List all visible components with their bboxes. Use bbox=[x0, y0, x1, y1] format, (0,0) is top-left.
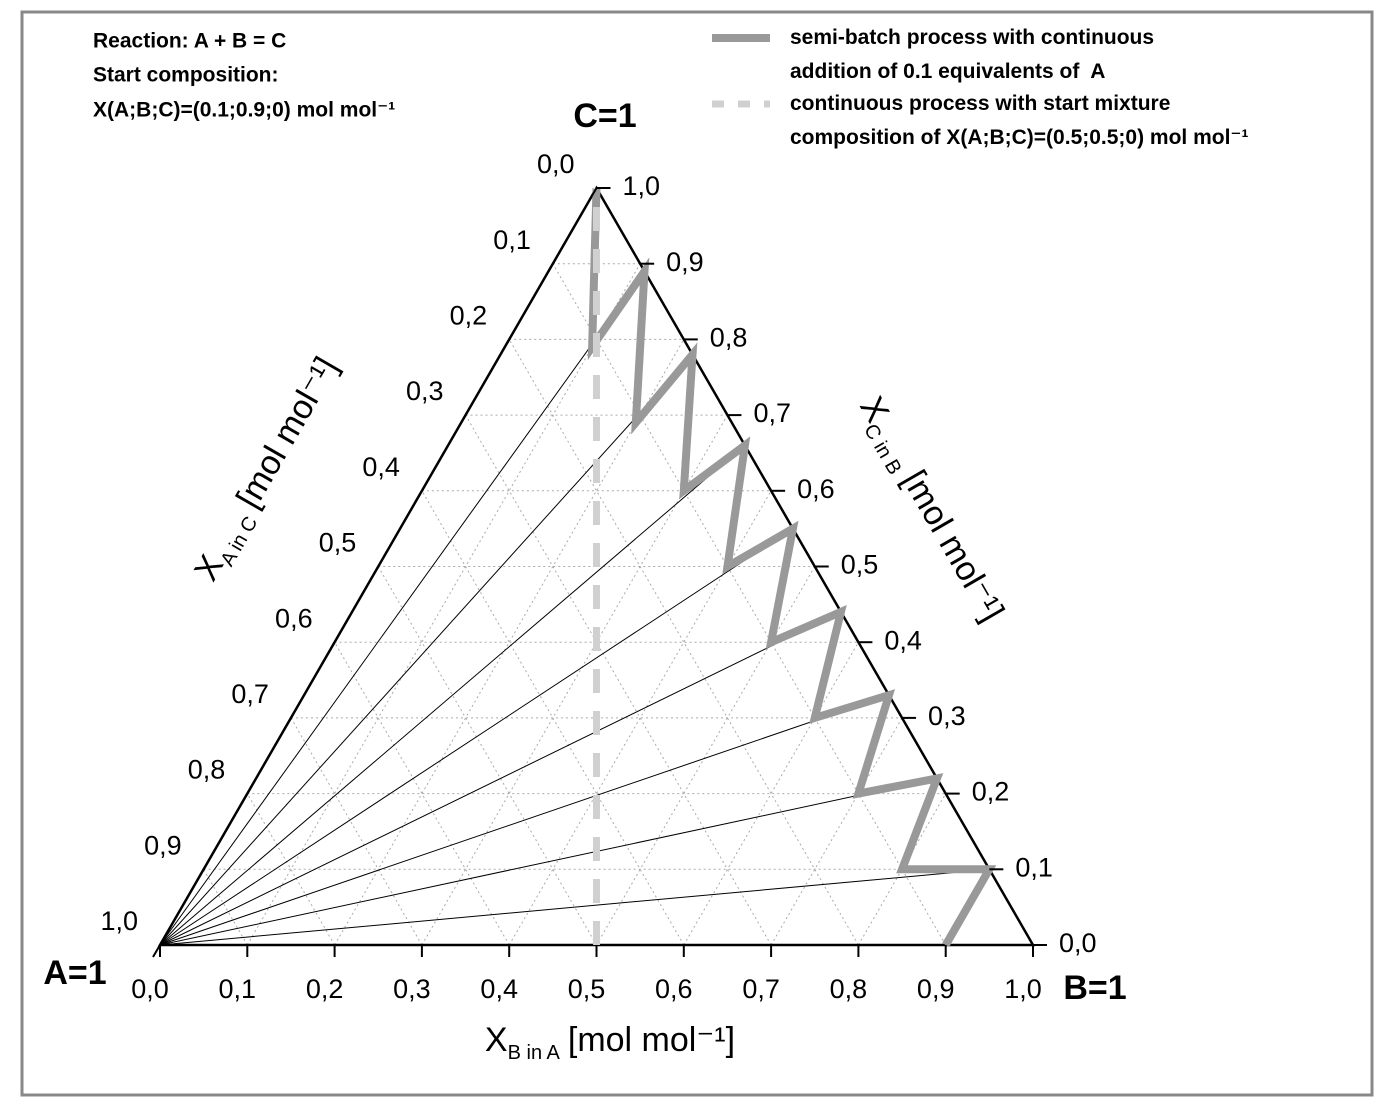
tick-label: 0,5 bbox=[841, 550, 879, 580]
axis-subscript: C in B bbox=[859, 421, 905, 479]
legend-entry: continuous process with start mixture co… bbox=[790, 92, 1249, 149]
tick-label: 0,3 bbox=[406, 376, 444, 406]
tick-label: 0,4 bbox=[362, 452, 400, 482]
axis-subscript: B in A bbox=[508, 1042, 561, 1064]
tick-mark bbox=[501, 338, 511, 352]
grid-line bbox=[508, 339, 859, 946]
tick-mark bbox=[239, 793, 249, 807]
tick-label: 0,9 bbox=[917, 974, 955, 1004]
grid-line bbox=[334, 641, 510, 946]
tick-label: 1,0 bbox=[1004, 974, 1042, 1004]
tick-label: 0,1 bbox=[493, 225, 531, 255]
tick-mark bbox=[195, 868, 205, 882]
tick-label: 0,1 bbox=[219, 974, 257, 1004]
tick-mark bbox=[370, 565, 380, 580]
grid-line bbox=[377, 566, 597, 946]
tie-line bbox=[159, 444, 746, 946]
legend-entry: semi-batch process with continuous addit… bbox=[790, 26, 1155, 83]
tick-label: 0,0 bbox=[1059, 928, 1097, 958]
grid-line bbox=[421, 490, 685, 946]
tick-label: 0,6 bbox=[797, 474, 835, 504]
axis-title: XB in A [mol mol⁻¹] bbox=[485, 1021, 735, 1064]
tick-label: 0,6 bbox=[275, 603, 313, 633]
grid-line bbox=[246, 263, 641, 946]
grid-line bbox=[770, 717, 903, 946]
tick-mark bbox=[414, 490, 423, 504]
axis-unit: [mol mol⁻¹] bbox=[568, 1021, 735, 1059]
tick-label: 0,1 bbox=[1015, 852, 1053, 882]
tie-line bbox=[159, 528, 794, 946]
tick-label: 0,3 bbox=[393, 974, 431, 1004]
tick-label: 1,0 bbox=[100, 906, 138, 936]
tie-line bbox=[159, 777, 938, 946]
tie-line bbox=[159, 611, 842, 946]
annotation: Reaction: A + B = C bbox=[93, 30, 286, 53]
grid-line bbox=[334, 339, 685, 946]
grid-line bbox=[421, 414, 728, 946]
tick-label: 0,8 bbox=[710, 323, 748, 353]
tick-label: 0,2 bbox=[972, 777, 1010, 807]
annotation: X(A;B;C)=(0.1;0.9;0) mol mol⁻¹ bbox=[93, 99, 395, 122]
tick-label: 0,5 bbox=[319, 528, 357, 558]
tie-line bbox=[159, 270, 645, 946]
axis-title: XC in B[mol mol⁻¹] bbox=[848, 390, 1012, 630]
tick-label: 0,7 bbox=[753, 398, 791, 428]
tick-label: 0,9 bbox=[144, 830, 182, 860]
grid-line bbox=[465, 414, 772, 946]
tick-label: 0,4 bbox=[480, 974, 518, 1004]
vertex-label: A=1 bbox=[43, 954, 106, 992]
annotation: Start composition: bbox=[93, 64, 279, 87]
frame bbox=[20, 10, 1374, 1097]
tick-label: 0,8 bbox=[188, 755, 226, 785]
tick-label: 0,2 bbox=[306, 974, 344, 1004]
tick-mark bbox=[283, 717, 292, 731]
tick-mark bbox=[457, 414, 467, 428]
tick-label: 1,0 bbox=[623, 171, 661, 201]
axis-unit: [mol mol⁻¹] bbox=[229, 351, 346, 515]
grid-line bbox=[857, 793, 947, 946]
grid-line bbox=[683, 641, 859, 946]
tick-label: 0,5 bbox=[568, 974, 606, 1004]
tick-label: 0,9 bbox=[666, 247, 704, 277]
tick-mark bbox=[588, 187, 598, 201]
axis-symbol: X bbox=[485, 1021, 508, 1059]
tick-label: 0,7 bbox=[742, 974, 780, 1004]
grid-line bbox=[246, 793, 336, 946]
tick-mark bbox=[544, 263, 554, 277]
tie-line bbox=[159, 868, 990, 946]
tick-mark bbox=[152, 944, 161, 958]
tick-mark bbox=[326, 641, 336, 655]
tick-label: 0,2 bbox=[450, 301, 488, 331]
tick-label: 0,7 bbox=[231, 679, 269, 709]
tick-label: 0,0 bbox=[537, 149, 575, 179]
tie-line bbox=[159, 694, 890, 946]
tick-label: 0,4 bbox=[884, 625, 922, 655]
grid-line bbox=[552, 263, 947, 946]
vertex-label: C=1 bbox=[573, 97, 636, 135]
grid-line bbox=[203, 869, 248, 946]
axis-unit: [mol mol⁻¹] bbox=[895, 464, 1012, 628]
tick-label: 0,8 bbox=[830, 974, 868, 1004]
tick-label: 0,3 bbox=[928, 701, 966, 731]
grid-line bbox=[290, 717, 423, 946]
tick-label: 0,6 bbox=[655, 974, 693, 1004]
axis-subscript: A in C bbox=[217, 513, 263, 570]
vertex-label: B=1 bbox=[1063, 969, 1126, 1007]
series-line bbox=[587, 187, 997, 947]
tie-line bbox=[159, 354, 693, 946]
tick-label: 0,0 bbox=[131, 974, 169, 1004]
